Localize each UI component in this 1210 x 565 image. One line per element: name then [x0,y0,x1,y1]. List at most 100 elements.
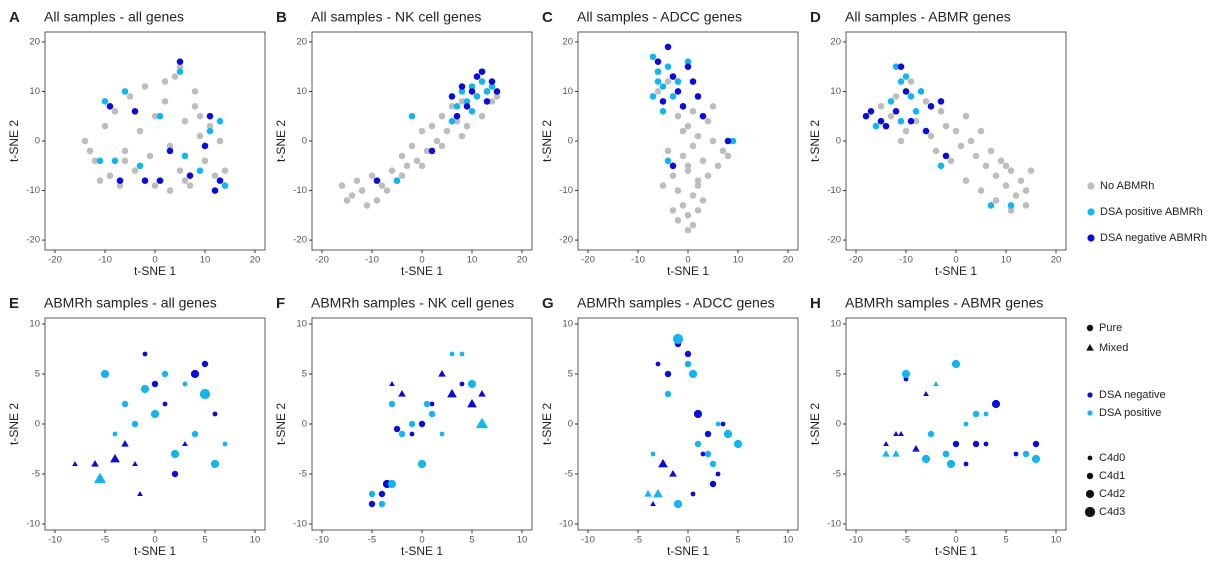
point [1007,167,1015,175]
y-tick-label: 0 [35,419,40,430]
point [448,103,456,110]
x-tick-label: 0 [685,255,690,266]
point [126,93,134,100]
point [468,88,476,95]
point [373,177,381,184]
x-tick-label: -20 [48,255,62,266]
point [186,172,194,179]
x-axis-label: t-SNE 1 [401,544,443,558]
point [714,162,722,170]
point [191,88,199,95]
point [428,147,436,155]
point [694,440,702,448]
point [684,212,692,219]
point [438,112,446,120]
point [689,107,697,115]
point [111,107,119,115]
point [674,216,682,224]
point [688,369,698,379]
point [388,400,396,408]
point [212,411,218,417]
point [897,63,905,70]
point [199,388,211,400]
point [191,430,199,438]
point [142,351,148,357]
point [937,162,945,170]
point [684,58,692,66]
point [121,440,129,447]
point [459,351,465,357]
point [448,93,456,100]
point [211,187,219,194]
y-tick-label: -20 [26,235,40,246]
y-axis-label: t-SNE 2 [540,120,554,162]
point [659,83,667,90]
point [216,177,224,184]
point [429,401,435,407]
legend-label: C4d2 [1099,488,1125,500]
point [983,441,989,447]
y-tick-label: 10 [830,86,841,97]
point [694,207,702,214]
point [475,417,489,429]
point [196,112,204,120]
point [902,73,910,80]
point [650,451,656,457]
point [156,112,164,120]
y-tick-label: -10 [26,185,40,196]
y-tick-label: -10 [26,519,40,530]
point [907,117,915,125]
point [715,421,721,427]
legend-label: DSA negative ABMRh [1100,232,1207,244]
point [917,88,925,95]
panel-letter: C [542,9,553,26]
y-tick-label: 10 [562,86,573,97]
y-tick-label: 0 [568,136,573,147]
y-tick-label: -5 [833,469,841,480]
y-tick-label: -10 [293,185,307,196]
point [932,147,940,155]
y-tick-label: 5 [568,369,573,380]
legend-label: C4d1 [1099,470,1125,482]
legend-swatch [1086,472,1094,480]
y-axis-label: t-SNE 2 [7,120,21,162]
panel-title: ABMRh samples - NK cell genes [311,295,514,311]
point [862,112,870,120]
y-tick-label: 10 [562,319,573,330]
point [483,98,491,105]
x-axis-label: t-SNE 1 [134,544,176,558]
x-tick-label: 0 [152,535,157,546]
y-axis-label: t-SNE 2 [808,403,822,445]
point [132,461,138,466]
legend-swatch [1087,208,1095,216]
point [387,479,397,489]
point [693,409,703,419]
point [403,162,411,170]
point [689,192,697,199]
point [201,157,209,165]
point [997,157,1005,165]
x-tick-label: 20 [250,255,261,266]
point [473,73,481,80]
point [937,98,945,105]
x-tick-label: 0 [419,535,424,546]
x-tick-label: 10 [517,535,528,546]
point [191,103,199,110]
point [679,103,687,110]
point [170,449,180,459]
point [467,379,477,389]
point [923,391,929,396]
y-tick-label: -10 [827,185,841,196]
point [977,127,985,135]
x-axis-label: t-SNE 1 [667,264,709,278]
point [723,429,733,439]
plot-frame [44,317,266,531]
point [101,98,109,105]
y-axis-label: t-SNE 2 [540,403,554,445]
x-tick-label: 20 [783,255,794,266]
point [221,167,229,175]
point [438,142,446,150]
point [674,187,682,194]
point [887,112,895,120]
